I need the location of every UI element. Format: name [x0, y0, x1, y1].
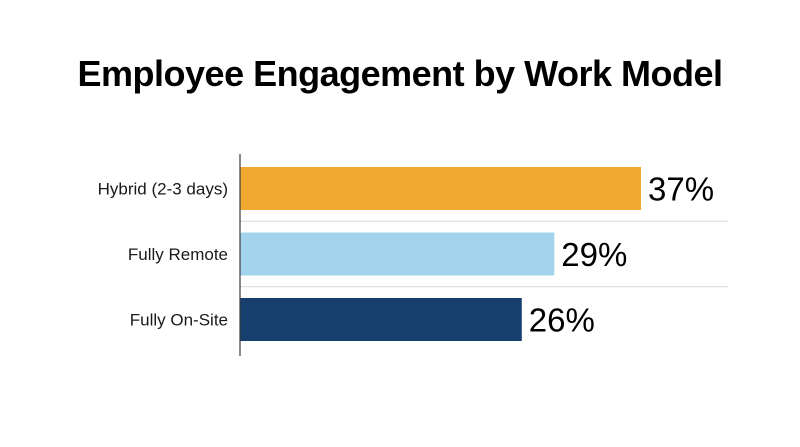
value-label-fully-on-site: 26%: [529, 302, 595, 339]
bar-fully-on-site: [240, 298, 522, 341]
bar-fully-remote: [240, 232, 555, 276]
category-label-fully-remote: Fully Remote: [128, 245, 228, 264]
value-labels: 37% 29% 26%: [529, 171, 714, 339]
bar-hybrid: [240, 167, 641, 210]
gridlines: [240, 220, 728, 288]
category-labels: Hybrid (2-3 days) Fully Remote Fully On-Si…: [98, 180, 228, 330]
category-label-hybrid: Hybrid (2-3 days): [98, 180, 228, 199]
category-label-fully-on-site: Fully On-Site: [130, 311, 228, 330]
chart-title: Employee Engagement by Work Model: [77, 53, 723, 94]
value-label-hybrid: 37%: [648, 171, 714, 208]
value-label-fully-remote: 29%: [561, 236, 627, 273]
bars: [240, 167, 641, 341]
